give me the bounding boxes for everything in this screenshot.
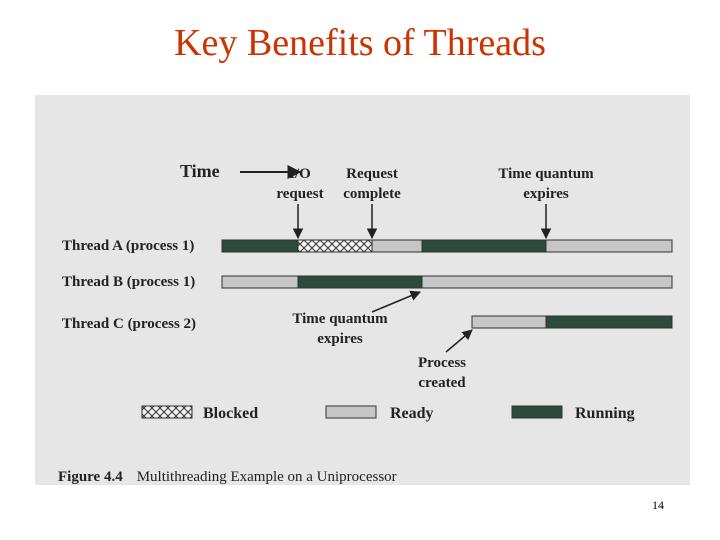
caption-label: Figure 4.4 [58,469,123,485]
running-segment [545,315,673,329]
thread-label: Thread B (process 1) [62,274,195,290]
legend-swatch [141,405,193,419]
legend-swatch [325,405,377,419]
time-label: Time [180,161,220,181]
annotation: expires [317,331,363,347]
annotation: request [276,186,323,202]
ready-segment [421,275,673,289]
running-segment [297,275,423,289]
thread-label: Thread C (process 2) [62,316,196,332]
annotation: Request [346,166,398,182]
annotation: expires [523,186,569,202]
legend-label: Running [575,405,635,422]
ready-segment [371,239,423,253]
annotation: complete [343,186,401,202]
caption-text: Multithreading Example on a Uniprocessor [137,469,397,485]
ready-segment [545,239,673,253]
running-segment [221,239,299,253]
legend-swatch [511,405,563,419]
page-number: 14 [652,498,664,512]
legend-label: Blocked [203,405,258,422]
annotation: I/O [289,166,311,182]
annotation-arrow [445,329,473,353]
running-segment [421,239,547,253]
ready-segment [221,275,299,289]
thread-b-timeline [221,275,673,289]
annotation-arrow [371,290,421,313]
thread-label: Thread A (process 1) [62,238,194,254]
blocked-segment [297,239,373,253]
caption: Figure 4.4 Multithreading Example on a Un… [58,469,397,485]
annotation: Process [418,355,466,371]
annotation: Time quantum [292,311,388,327]
figure: Time I/O request Request complete Time q… [58,161,673,485]
thread-a-timeline [221,239,673,253]
slide-title: Key Benefits of Threads [174,22,546,64]
annotation: created [418,375,466,391]
annotation: Time quantum [498,166,594,182]
legend-label: Ready [390,405,434,422]
ready-segment [471,315,547,329]
figure-background [35,95,690,485]
thread-c-timeline [471,315,673,329]
